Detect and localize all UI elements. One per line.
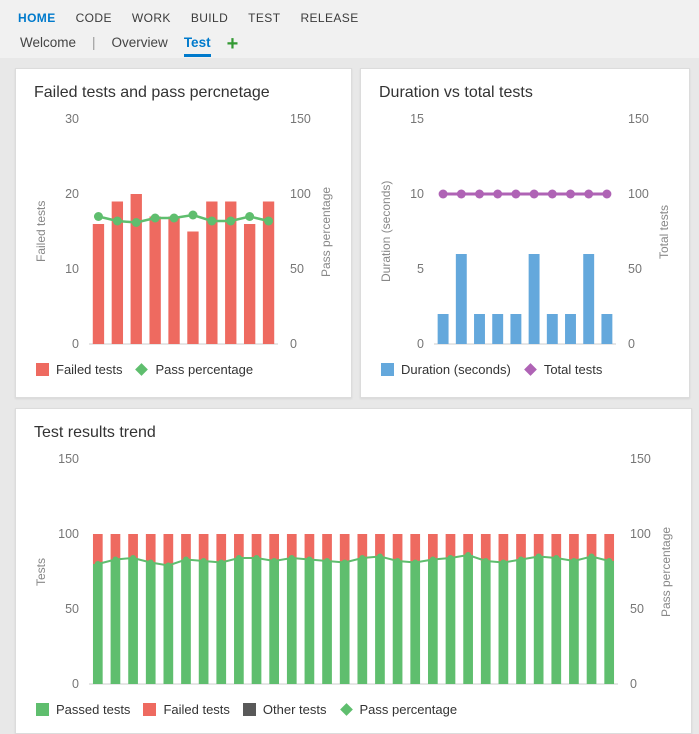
- right-axis-label: Total tests: [657, 204, 671, 259]
- axis-tick-label: 150: [628, 112, 649, 126]
- legend-square-swatch-icon: [381, 363, 394, 376]
- right-axis-ticks: 150 100 50 0: [284, 112, 313, 351]
- nav-item-code[interactable]: CODE: [75, 11, 112, 25]
- legend-item: Pass percentage: [135, 362, 253, 377]
- left-axis-ticks: 150 100 50 0: [54, 452, 83, 691]
- nav-item-build[interactable]: BUILD: [190, 11, 229, 25]
- widget-test-results-trend[interactable]: Test results trend Tests 150 100 50 0 150 10…: [15, 408, 692, 734]
- widget-title: Duration vs total tests: [379, 84, 533, 101]
- chart-legend: Passed tests Failed tests Other tests Pass …: [36, 702, 673, 717]
- chart-legend: Duration (seconds) Total tests: [381, 362, 671, 377]
- left-axis-ticks: 30 20 10 0: [54, 112, 83, 351]
- legend-item: Failed tests: [143, 702, 230, 717]
- legend-item: Passed tests: [36, 702, 130, 717]
- axis-tick-label: 100: [630, 527, 651, 541]
- axis-tick-label: 10: [410, 187, 424, 201]
- add-dashboard-icon[interactable]: +: [226, 33, 239, 55]
- legend-diamond-marker-icon: [135, 363, 149, 376]
- chart-area: Failed tests 30 20 10 0 150 100 50 0 Pass perc…: [34, 112, 333, 351]
- legend-item: Failed tests: [36, 362, 122, 377]
- chart-plot: [89, 119, 278, 346]
- legend-item: Other tests: [242, 702, 327, 717]
- axis-tick-label: 15: [410, 112, 424, 126]
- chart-area: Tests 150 100 50 0 150 100 50 0 Pass percentag…: [34, 452, 673, 691]
- legend-item: Pass percentage: [339, 702, 458, 717]
- chart-svg: [89, 194, 278, 345]
- legend-label: Duration (seconds): [401, 362, 511, 377]
- legend-label: Failed tests: [163, 702, 230, 717]
- tab-separator: |: [92, 35, 96, 50]
- axis-tick-label: 0: [417, 337, 424, 351]
- legend-item: Duration (seconds): [381, 362, 511, 377]
- axis-tick-label: 0: [628, 337, 635, 351]
- axis-tick-label: 100: [58, 527, 79, 541]
- tab-overview[interactable]: Overview: [111, 35, 168, 50]
- hub-nav: HOME CODE WORK BUILD TEST RELEASE: [0, 0, 699, 27]
- axis-tick-label: 10: [65, 262, 79, 276]
- tab-test[interactable]: Test: [183, 35, 211, 57]
- widget-duration-vs-total-tests[interactable]: Duration vs total tests Duration (second…: [360, 68, 690, 398]
- chart-plot: [434, 119, 616, 346]
- right-axis-label: Pass percentage: [659, 526, 673, 617]
- chart-legend: Failed tests Pass percentage: [36, 362, 333, 377]
- axis-tick-label: 0: [630, 677, 637, 691]
- left-axis-label: Duration (seconds): [379, 180, 393, 283]
- chart-area: Duration (seconds) 15 10 5 0 150 100 50 0 Tota…: [379, 112, 671, 351]
- widget-title: Failed tests and pass percnetage: [34, 84, 270, 101]
- legend-label: Other tests: [262, 702, 327, 717]
- widget-failed-tests-pass-percentage[interactable]: Failed tests and pass percnetage Failed …: [15, 68, 352, 398]
- legend-diamond-marker-icon: [523, 363, 537, 376]
- legend-label: Pass percentage: [359, 702, 458, 717]
- nav-item-release[interactable]: RELEASE: [300, 11, 359, 25]
- chart-plot: [89, 459, 618, 686]
- axis-tick-label: 150: [630, 452, 651, 466]
- nav-item-work[interactable]: WORK: [131, 11, 171, 25]
- nav-item-home[interactable]: HOME: [18, 11, 56, 25]
- axis-tick-label: 50: [630, 602, 644, 616]
- axis-tick-label: 5: [417, 262, 424, 276]
- legend-diamond-marker-icon: [339, 703, 353, 716]
- axis-tick-label: 150: [58, 452, 79, 466]
- right-axis-ticks: 150 100 50 0: [624, 452, 653, 691]
- chart-svg: [434, 189, 616, 345]
- widget-title: Test results trend: [34, 424, 156, 441]
- left-axis-ticks: 15 10 5 0: [399, 112, 428, 351]
- left-axis-label: Failed tests: [34, 200, 48, 263]
- axis-tick-label: 50: [65, 602, 79, 616]
- right-axis-label: Pass percentage: [319, 186, 333, 277]
- dashboard: Failed tests and pass percnetage Failed …: [0, 58, 699, 734]
- legend-square-swatch-icon: [143, 703, 157, 716]
- axis-tick-label: 100: [628, 187, 649, 201]
- tab-welcome[interactable]: Welcome: [20, 35, 77, 50]
- legend-square-swatch-icon: [36, 363, 49, 376]
- legend-square-swatch-icon: [36, 703, 49, 716]
- nav-item-test[interactable]: TEST: [248, 11, 281, 25]
- legend-label: Failed tests: [56, 362, 123, 377]
- left-axis-label: Tests: [34, 557, 48, 586]
- top-navigation: HOME CODE WORK BUILD TEST RELEASE Welcom…: [0, 0, 699, 58]
- axis-tick-label: 50: [628, 262, 642, 276]
- axis-tick-label: 50: [290, 262, 304, 276]
- legend-item: Total tests: [523, 362, 603, 377]
- legend-label: Passed tests: [56, 702, 131, 717]
- axis-tick-label: 20: [65, 187, 79, 201]
- axis-tick-label: 100: [290, 187, 311, 201]
- axis-tick-label: 150: [290, 112, 311, 126]
- legend-square-swatch-icon: [242, 703, 256, 716]
- chart-svg: [89, 534, 618, 685]
- right-axis-ticks: 150 100 50 0: [622, 112, 651, 351]
- dashboard-tab-bar: Welcome | Overview Test +: [0, 27, 699, 57]
- axis-tick-label: 0: [290, 337, 297, 351]
- legend-label: Pass percentage: [155, 362, 254, 377]
- axis-tick-label: 0: [72, 337, 79, 351]
- axis-tick-label: 30: [65, 112, 79, 126]
- legend-label: Total tests: [543, 362, 603, 377]
- axis-tick-label: 0: [72, 677, 79, 691]
